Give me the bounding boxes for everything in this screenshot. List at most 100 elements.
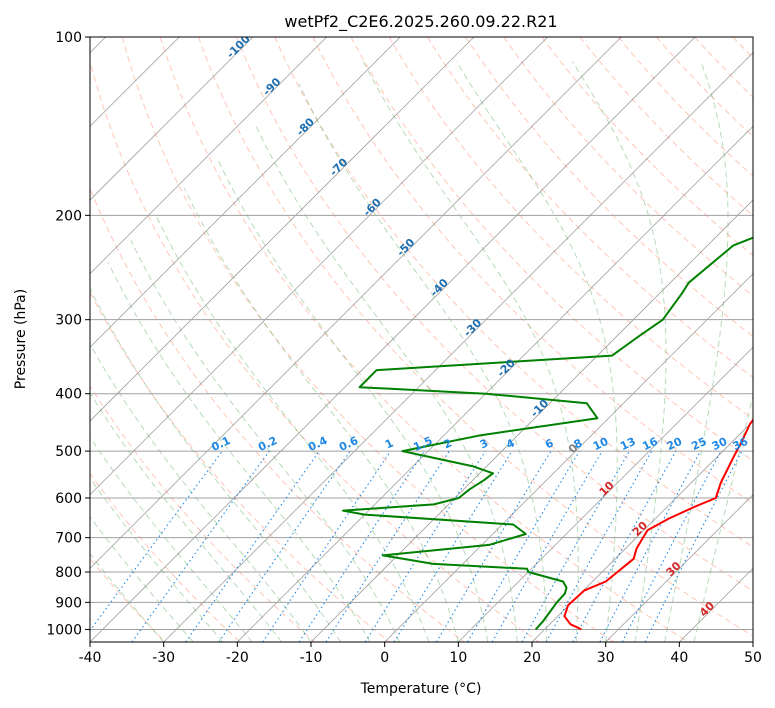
dry-adiabat [198,37,753,637]
mixing-ratio-line [185,450,320,642]
moist-adiabat [216,157,489,642]
moist-adiabat [90,436,253,642]
isotherm-line [90,37,548,496]
y-tick-label: 900 [55,595,82,611]
mixing-ratio-label: 4 [504,436,517,451]
moist-adiabat [90,516,194,642]
mixing-ratio-line [218,450,351,642]
x-tick-label: 10 [449,650,467,666]
x-tick-label: 20 [523,650,541,666]
mixing-ratio-label: 20 [665,435,685,453]
dry-adiabat [159,37,689,642]
moist-adiabat [130,239,400,642]
dry-adiabat [732,37,753,59]
chart-title: wetPf2_C2E6.2025.260.09.22.R21 [284,12,557,32]
y-tick-label: 200 [55,208,82,224]
plot-frame [89,36,754,643]
isotherm-line [90,37,401,348]
mixing-ratio-line [364,450,486,642]
isotherm-line [458,346,753,642]
moist-adiabat [693,394,753,642]
moist-adiabat [90,392,282,642]
isotherm-line [90,37,622,569]
isotherm-line [384,273,753,642]
dry-adiabat [236,37,753,592]
x-tick-label: 30 [597,650,615,666]
moist-adiabat [90,343,312,642]
isotherm-line [90,37,254,201]
x-tick-label: -30 [152,650,175,666]
mixing-ratio-label: 13 [618,435,637,453]
moist-adiabat [107,262,371,642]
y-tick-label: 100 [55,30,82,46]
dry-adiabat [426,37,753,378]
mixing-ratio-label: 6 [543,436,556,451]
dry-adiabat [771,37,775,642]
moist-adiabat [155,215,430,642]
mixing-ratio-line [644,450,743,642]
mixing-ratio-line [545,450,653,642]
mixing-ratio-label: 25 [689,435,708,453]
mixing-ratio-label: 10 [591,435,611,453]
mixing-ratio-line [393,450,513,642]
isotherm-line [163,52,753,642]
dry-adiabat [579,37,753,217]
dry-adiabat [90,291,390,642]
mixing-ratio-label: 1 [383,436,395,451]
mixing-ratio-label: 2 [442,436,454,451]
mixing-ratio-line [131,450,270,642]
dry-adiabat [90,59,540,642]
x-tick-label: -10 [300,650,323,666]
moist-adiabat [183,187,459,642]
mixing-ratio-label: 16 [640,435,660,453]
isotherm-label: -70 [327,155,350,178]
mixing-ratio-line [435,450,552,642]
dry-adiabat [90,472,241,642]
mixing-ratio-label: 30 [710,435,730,453]
y-tick-label: 700 [55,531,82,547]
isotherm-line [752,641,753,642]
y-tick-label: 500 [55,444,82,460]
isotherm-label: -20 [495,356,518,379]
mixing-ratio-line [521,450,630,642]
y-axis-label: Pressure (hPa) [13,289,29,389]
moist-adiabat [664,61,729,642]
isotherm-label: -90 [260,75,283,98]
x-tick-label: 40 [670,650,688,666]
isotherm-line [90,37,475,422]
isotherm-line [531,420,753,642]
mixing-ratio-line [325,450,450,642]
dry-adiabat [312,37,753,505]
dry-adiabat [350,37,753,462]
temperature-trace [563,418,753,631]
moist-adiabat [572,61,667,642]
y-tick-label: 800 [55,565,82,581]
y-tick-label: 600 [55,491,82,507]
moist-adiabat [362,61,579,642]
dry-adiabat [503,37,753,297]
x-tick-label: 50 [744,650,762,666]
moist-adiabat [456,61,618,642]
x-tick-label: -40 [79,650,102,666]
isotherm-label: -100 [224,32,253,61]
dry-adiabat [274,37,753,548]
isotherm-label: -50 [394,236,417,259]
dry-adiabat [388,37,753,420]
isotherm-line [90,37,327,275]
mixing-ratio-line [572,450,677,642]
mixing-ratio-line [298,450,425,642]
dewpoint-trace [342,236,753,631]
x-tick-label: 0 [380,650,389,666]
moist-adiabat [90,477,223,642]
moist-adiabat [90,287,341,642]
isotherm-label: -80 [294,115,317,138]
y-tick-label: 1000 [46,622,82,638]
isotherm-label: 20 [630,519,650,539]
isotherm-line [679,567,753,642]
dry-adiabat [90,186,465,642]
isotherm-line [310,199,753,642]
y-tick-label: 400 [55,387,82,403]
x-axis-label: Temperature (°C) [360,681,482,697]
mixing-ratio-line [599,450,701,642]
